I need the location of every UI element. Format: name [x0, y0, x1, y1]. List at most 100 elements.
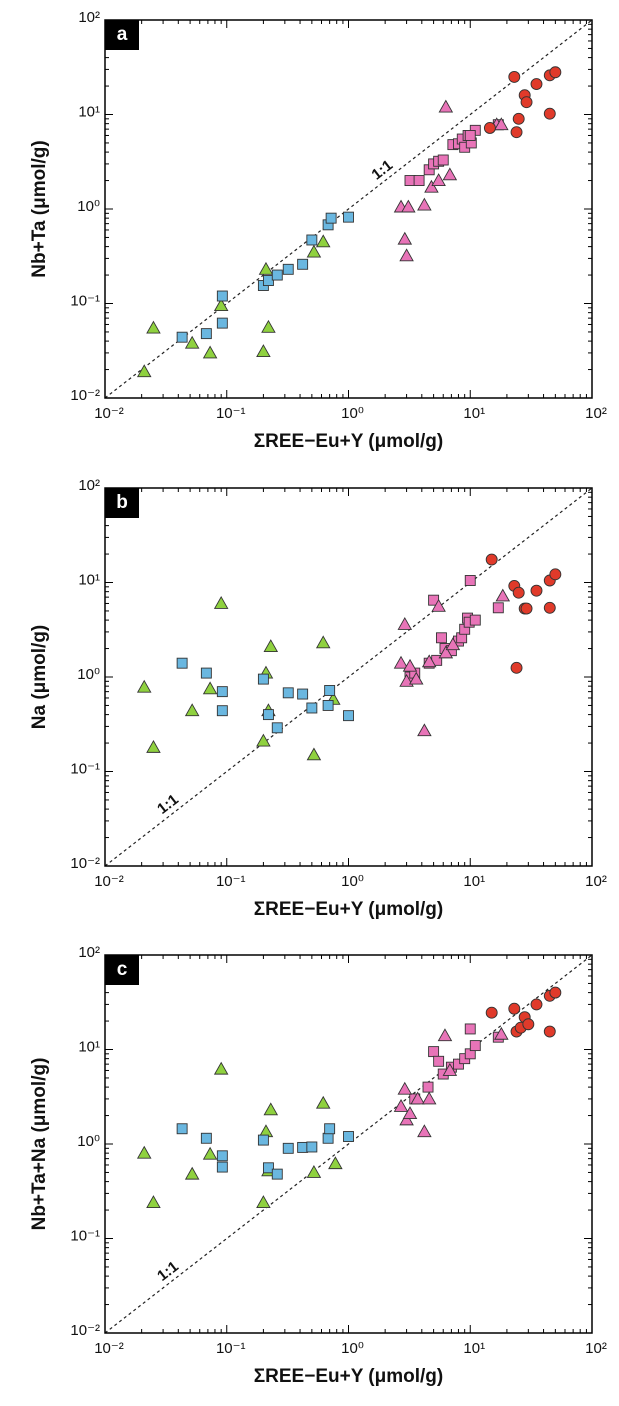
- point: [184, 1166, 200, 1180]
- one-to-one-line: [105, 488, 592, 866]
- point: [417, 197, 432, 211]
- panel-label-box: [105, 20, 139, 50]
- point: [202, 345, 218, 359]
- point: [216, 290, 228, 302]
- point: [464, 575, 476, 586]
- panel-label-box: [105, 488, 139, 518]
- panel-label-box: [105, 955, 139, 985]
- y-axis-title: Nb+Ta+Na (μmol/g): [29, 1058, 50, 1231]
- point: [184, 335, 200, 349]
- point: [549, 986, 562, 999]
- y-tick-label: 10¹: [78, 571, 100, 588]
- point: [282, 263, 294, 275]
- y-axis-title: Na (μmol/g): [29, 625, 50, 730]
- point: [543, 107, 556, 120]
- y-tick-label: 10⁻¹: [70, 1227, 100, 1244]
- point: [469, 614, 481, 626]
- point: [549, 66, 562, 79]
- x-tick-label: 10⁻²: [94, 873, 124, 890]
- x-tick-label: 10⁻¹: [216, 873, 246, 890]
- point: [494, 1026, 509, 1040]
- point: [421, 654, 437, 668]
- point: [428, 1046, 440, 1058]
- y-tick-label: 10⁻¹: [70, 292, 100, 309]
- point: [176, 657, 188, 669]
- point: [424, 179, 439, 193]
- point: [297, 1141, 309, 1153]
- y-tick-label: 10²: [78, 477, 100, 494]
- panel-label: b: [116, 492, 128, 513]
- point: [508, 70, 521, 83]
- y-tick-label: 10⁻²: [70, 387, 100, 404]
- point: [437, 1028, 453, 1042]
- point: [435, 632, 447, 644]
- point: [213, 298, 229, 312]
- point: [522, 1018, 535, 1031]
- point: [328, 1156, 343, 1170]
- x-tick-label: 10⁰: [341, 873, 364, 890]
- point: [549, 568, 562, 581]
- panel: 1:1 10⁻² 10⁻¹ 10⁰ 10¹ 10² 10⁻² 10⁻¹ 10⁰ 10¹ 10² b ΣR…: [29, 477, 607, 920]
- point: [530, 78, 543, 91]
- point: [202, 681, 218, 695]
- point: [322, 699, 334, 711]
- point: [262, 709, 274, 721]
- y-tick-label: 10⁻¹: [70, 760, 100, 777]
- point: [176, 1123, 188, 1135]
- point: [216, 1161, 228, 1173]
- point: [401, 199, 416, 213]
- point: [422, 1081, 434, 1093]
- x-tick-label: 10²: [585, 405, 607, 422]
- x-tick-label: 10¹: [463, 1340, 485, 1357]
- point: [393, 655, 409, 669]
- point: [257, 1134, 269, 1146]
- x-tick-label: 10⁰: [341, 1340, 364, 1357]
- x-tick-label: 10⁻¹: [216, 1340, 246, 1357]
- y-tick-label: 10¹: [78, 103, 100, 120]
- point: [512, 112, 525, 125]
- x-axis-title: ΣREE−Eu+Y (μmol/g): [254, 899, 444, 920]
- point: [146, 320, 161, 334]
- y-tick-label: 10⁻²: [70, 855, 100, 872]
- point: [530, 998, 543, 1011]
- point: [433, 1055, 445, 1067]
- point: [397, 231, 413, 245]
- point: [261, 319, 276, 333]
- point: [508, 1002, 521, 1015]
- y-tick-label: 10²: [78, 9, 100, 26]
- point: [543, 1025, 556, 1038]
- panel: 1:1 10⁻² 10⁻¹ 10⁰ 10¹ 10² 10⁻² 10⁻¹ 10⁰ 10¹ 10² c ΣR…: [29, 944, 607, 1387]
- y-tick-label: 10⁰: [77, 1133, 100, 1150]
- point: [402, 658, 418, 672]
- annotation: 1:1: [154, 1258, 182, 1285]
- point: [399, 1112, 414, 1126]
- point: [464, 1023, 476, 1035]
- point: [306, 1165, 322, 1178]
- point: [297, 688, 309, 700]
- y-axis-title: Nb+Ta (μmol/g): [29, 140, 50, 277]
- point: [393, 1098, 409, 1112]
- point: [397, 1081, 413, 1095]
- point: [257, 673, 269, 685]
- y-tick-label: 10¹: [78, 1038, 100, 1055]
- point: [306, 1141, 318, 1153]
- x-axis-title: ΣREE−Eu+Y (μmol/g): [254, 431, 444, 452]
- point: [200, 1132, 212, 1144]
- point: [442, 167, 458, 181]
- point: [510, 126, 523, 139]
- point: [315, 234, 331, 248]
- point: [399, 248, 414, 262]
- point: [445, 637, 461, 651]
- annotation: 1:1: [368, 157, 396, 184]
- y-tick-label: 10⁻²: [70, 1322, 100, 1339]
- point: [483, 122, 496, 134]
- point: [495, 588, 511, 602]
- x-tick-label: 10⁻²: [94, 405, 124, 422]
- x-tick-label: 10⁻¹: [216, 405, 246, 422]
- point: [417, 1124, 432, 1138]
- point: [200, 328, 212, 340]
- point: [216, 1150, 228, 1162]
- point: [438, 645, 454, 659]
- point: [200, 667, 212, 679]
